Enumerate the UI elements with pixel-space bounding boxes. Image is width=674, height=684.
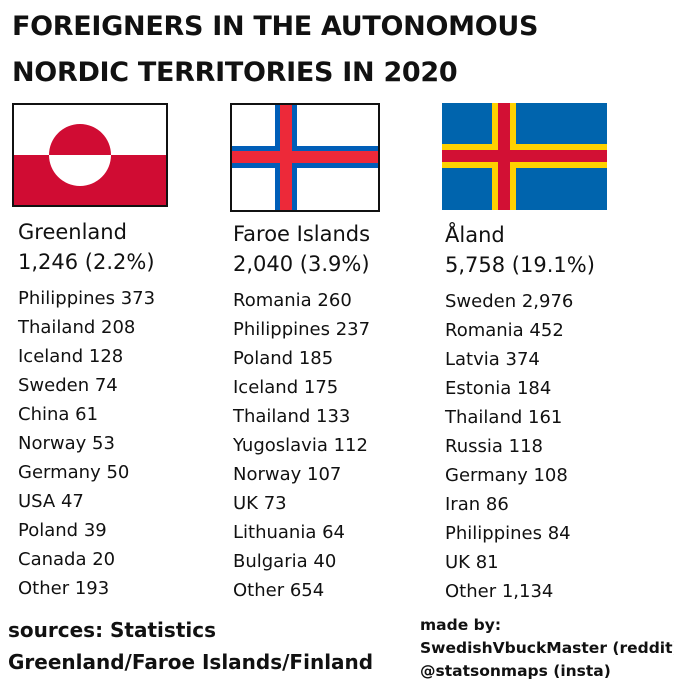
list-item: Thailand 161 (445, 407, 563, 428)
sources-line-1: sources: Statistics (8, 618, 216, 642)
territory-name: Åland (445, 223, 505, 247)
list-item: Germany 50 (18, 462, 130, 483)
credit-line-2: SwedishVbuckMaster (reddit) (420, 639, 674, 657)
territory-name: Faroe Islands (233, 222, 371, 246)
list-item: Other 1,134 (445, 581, 554, 602)
list-item: Philippines 84 (445, 523, 571, 544)
list-item: Germany 108 (445, 465, 568, 486)
nationality-list: Sweden 2,976 Romania 452 Latvia 374 Esto… (445, 287, 655, 606)
list-item: China 61 (18, 404, 99, 425)
list-item: Iran 86 (445, 494, 509, 515)
territory-total: 5,758 (19.1%) (445, 253, 595, 277)
list-item: Estonia 184 (445, 378, 552, 399)
territory-total: 2,040 (3.9%) (233, 252, 370, 276)
list-item: Lithuania 64 (233, 522, 345, 543)
greenland-column: Greenland 1,246 (2.2%) Philippines 373 T… (18, 218, 228, 603)
nationality-list: Romania 260 Philippines 237 Poland 185 I… (233, 286, 443, 605)
list-item: Norway 107 (233, 464, 342, 485)
sources-line-2: Greenland/Faroe Islands/Finland (8, 650, 374, 674)
list-item: Thailand 133 (233, 406, 351, 427)
faroe-islands-flag-icon (230, 103, 380, 212)
faroe-islands-column: Faroe Islands 2,040 (3.9%) Romania 260 P… (233, 220, 443, 605)
nationality-list: Philippines 373 Thailand 208 Iceland 128… (18, 284, 228, 603)
list-item: Yugoslavia 112 (233, 435, 368, 456)
list-item: Iceland 175 (233, 377, 339, 398)
title-line-1: FOREIGNERS IN THE AUTONOMOUS (12, 11, 539, 42)
list-item: Sweden 74 (18, 375, 118, 396)
list-item: UK 81 (445, 552, 499, 573)
list-item: Thailand 208 (18, 317, 136, 338)
aland-column: Åland 5,758 (19.1%) Sweden 2,976 Romania… (445, 221, 655, 606)
credit-line-3: @statsonmaps (insta) (420, 662, 611, 680)
list-item: Philippines 237 (233, 319, 371, 340)
list-item: Russia 118 (445, 436, 543, 457)
sources-note: sources: Statistics Greenland/Faroe Isla… (8, 614, 373, 678)
list-item: Iceland 128 (18, 346, 124, 367)
title-line-2: NORDIC TERRITORIES IN 2020 (12, 57, 458, 88)
list-item: Poland 39 (18, 520, 107, 541)
greenland-flag-icon (12, 103, 168, 207)
territory-total: 1,246 (2.2%) (18, 250, 155, 274)
aland-flag-icon (442, 103, 607, 210)
list-item: Latvia 374 (445, 349, 540, 370)
list-item: Romania 452 (445, 320, 564, 341)
list-item: Other 654 (233, 580, 325, 601)
author-credit: made by: SwedishVbuckMaster (reddit) @st… (420, 614, 674, 683)
list-item: Philippines 373 (18, 288, 156, 309)
list-item: UK 73 (233, 493, 287, 514)
list-item: USA 47 (18, 491, 84, 512)
page-title: FOREIGNERS IN THE AUTONOMOUS NORDIC TERR… (12, 4, 538, 96)
list-item: Canada 20 (18, 549, 116, 570)
list-item: Other 193 (18, 578, 110, 599)
list-item: Sweden 2,976 (445, 291, 574, 312)
territory-name: Greenland (18, 220, 127, 244)
list-item: Norway 53 (18, 433, 115, 454)
list-item: Romania 260 (233, 290, 352, 311)
credit-line-1: made by: (420, 616, 502, 634)
list-item: Bulgaria 40 (233, 551, 337, 572)
list-item: Poland 185 (233, 348, 334, 369)
